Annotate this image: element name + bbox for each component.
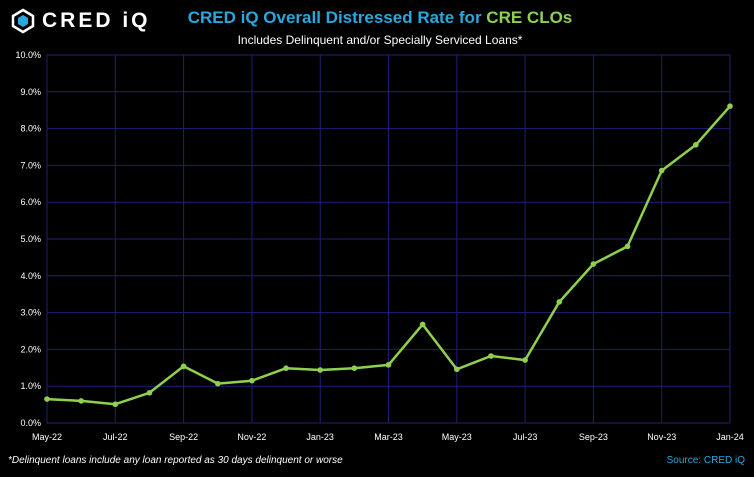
- plot-border: [46, 54, 731, 424]
- chart-title-block: CRED iQ Overall Distressed Rate for CRE …: [150, 8, 610, 47]
- data-point: [693, 141, 699, 148]
- data-point: [419, 321, 426, 328]
- data-point: [624, 243, 631, 250]
- grid-layer: [46, 54, 731, 424]
- data-point: [317, 367, 324, 373]
- x-tick-label: Nov-22: [237, 432, 266, 442]
- y-tick-label: 7.0%: [20, 160, 41, 170]
- axis-layer: 0.0% 1.0% 2.0% 3.0% 4.0% 5.0% 6.0% 7.0% 8.0% 9.0%…: [15, 50, 743, 442]
- footnote: *Delinquent loans include any loan repor…: [8, 455, 343, 466]
- x-tick-label: Sep-23: [579, 432, 608, 442]
- data-point: [44, 396, 50, 402]
- x-tick-label: Jul-22: [103, 432, 128, 442]
- y-tick-label: 5.0%: [20, 234, 41, 244]
- data-point: [78, 398, 84, 404]
- y-tick-label: 3.0%: [20, 308, 41, 318]
- y-tick-label: 1.0%: [20, 381, 41, 391]
- data-point: [727, 103, 733, 109]
- y-tick-label: 4.0%: [20, 271, 41, 281]
- series-layer: [44, 103, 733, 408]
- chart-title-part1: CRED iQ Overall Distressed Rate for: [187, 8, 482, 27]
- data-point: [112, 401, 119, 408]
- y-tick-label: 6.0%: [20, 197, 41, 207]
- data-point: [556, 299, 563, 305]
- y-tick-label: 8.0%: [20, 124, 41, 134]
- data-point: [180, 363, 187, 370]
- chart-subtitle: Includes Delinquent and/or Specially Ser…: [237, 33, 523, 47]
- y-tick-label: 2.0%: [20, 344, 41, 354]
- data-point: [249, 377, 255, 384]
- y-tick-label: 10.0%: [15, 50, 41, 60]
- data-point: [590, 261, 597, 267]
- data-point: [214, 380, 221, 387]
- x-tick-label: Mar-23: [374, 432, 403, 442]
- source-credit: Source: CRED iQ: [666, 455, 745, 466]
- cred-iq-logo-icon: [11, 8, 35, 34]
- logo-text: CRED iQ: [42, 9, 151, 32]
- data-point: [454, 366, 460, 373]
- x-tick-label: Nov-23: [647, 432, 676, 442]
- x-tick-label: Jan-23: [306, 432, 334, 442]
- chart-title: CRED iQ Overall Distressed Rate for CRE …: [150, 8, 610, 28]
- x-tick-label: May-23: [442, 432, 472, 442]
- data-point: [283, 365, 289, 371]
- x-tick-label: May-22: [32, 432, 62, 442]
- chart-title-part2: CRE CLOs: [486, 8, 573, 27]
- x-tick-label: Sep-22: [169, 432, 198, 442]
- data-point: [522, 357, 528, 363]
- data-point: [658, 167, 665, 174]
- logo: CRED iQ: [10, 8, 151, 34]
- x-tick-label: Jul-23: [513, 432, 538, 442]
- y-tick-label: 0.0%: [20, 418, 41, 428]
- x-tick-label: Jan-24: [716, 432, 744, 442]
- y-tick-label: 9.0%: [20, 87, 41, 97]
- data-point: [351, 365, 358, 371]
- data-point: [385, 362, 392, 368]
- data-point: [488, 353, 494, 359]
- data-point: [146, 390, 153, 396]
